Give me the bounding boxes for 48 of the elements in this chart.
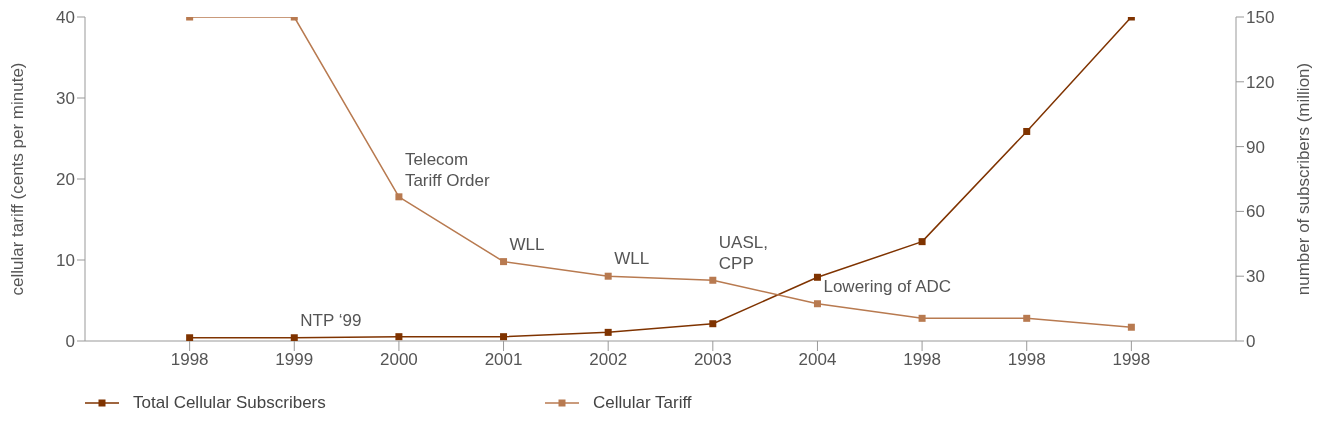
point xyxy=(709,276,717,284)
annotation: UASL, CPP xyxy=(718,233,768,274)
x-tick-label: 1998 xyxy=(1112,350,1151,370)
y-tick-label: 30 xyxy=(56,89,75,109)
y-tick-label: 10 xyxy=(56,251,75,271)
point xyxy=(290,334,298,341)
x-tick-label: 1998 xyxy=(170,350,209,370)
x-tick-label: 2003 xyxy=(693,350,732,370)
point xyxy=(813,273,821,281)
annotation: Telecom Tariff Order xyxy=(404,149,490,190)
point xyxy=(918,238,926,246)
x-tick-label: 2001 xyxy=(484,350,523,370)
x-tick-label: 2004 xyxy=(798,350,837,370)
point xyxy=(1023,127,1031,135)
point xyxy=(918,314,926,322)
x-tick-label: 2000 xyxy=(380,350,418,370)
y2-axis-title: number of subscribers (million) xyxy=(1294,62,1314,296)
x-tick-label: 1998 xyxy=(1007,350,1046,370)
annotation: WLL xyxy=(509,234,545,254)
annotation: Lowering of ADC xyxy=(823,276,952,296)
point xyxy=(604,272,612,280)
annotation: WLL xyxy=(614,249,650,269)
legend-label: Total Cellular Subscribers xyxy=(133,393,326,413)
y-tick-label: 0 xyxy=(65,332,75,352)
point xyxy=(395,333,403,341)
x-tick-label: 1998 xyxy=(903,350,941,370)
point xyxy=(1127,323,1135,331)
y-axis-title: cellular tariff (cents per minute) xyxy=(8,62,28,296)
y2-tick-label: 30 xyxy=(1246,267,1265,287)
y-tick-label: 40 xyxy=(56,8,75,28)
y2-tick-label: 90 xyxy=(1246,137,1265,157)
point xyxy=(500,258,508,266)
y2-tick-label: 150 xyxy=(1246,8,1275,28)
point xyxy=(186,334,194,341)
point xyxy=(813,300,821,308)
legend-label: Cellular Tariff xyxy=(593,393,692,413)
point xyxy=(395,193,403,201)
y-tick-label: 20 xyxy=(56,170,75,190)
point xyxy=(1023,314,1031,322)
y2-tick-label: 60 xyxy=(1246,202,1265,222)
x-tick-label: 1999 xyxy=(275,350,314,370)
point xyxy=(604,328,612,336)
annotation: NTP ‘99 xyxy=(300,310,362,330)
point xyxy=(500,333,508,341)
y2-tick-label: 120 xyxy=(1246,72,1275,92)
y2-tick-label: 0 xyxy=(1246,332,1256,352)
point xyxy=(709,320,717,328)
x-tick-label: 2002 xyxy=(589,350,628,370)
